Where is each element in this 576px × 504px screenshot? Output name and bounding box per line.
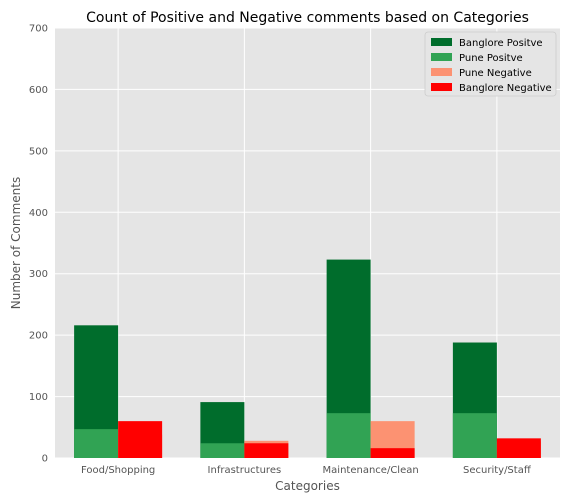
x-tick-labels: Food/Shopping Infrastructures Maintenance/… [81, 465, 532, 476]
legend-box [424, 31, 557, 97]
chart-title: Count of Positive and Negative comments … [86, 10, 529, 26]
y-tick-label: 700 [29, 24, 48, 35]
bar [244, 443, 289, 458]
x-axis-label: Categories [275, 479, 340, 493]
y-axis-label: Number of Comments [9, 177, 23, 309]
y-tick-labels: 0 100 200 300 400 500 600 700 [29, 24, 48, 465]
x-tick-label: Maintenance/Clean [323, 465, 419, 476]
bars [74, 259, 541, 458]
legend-swatch [431, 83, 452, 91]
bar [496, 438, 541, 458]
bar [452, 413, 497, 458]
y-tick-label: 100 [29, 392, 48, 403]
x-tick-label: Infrastructures [208, 465, 282, 476]
legend-swatch [431, 68, 452, 76]
bar [118, 421, 163, 458]
legend-label: Pune Positve [459, 53, 523, 64]
y-tick-label: 0 [42, 454, 48, 465]
legend-label: Banglore Negative [459, 83, 552, 94]
y-tick-label: 600 [29, 85, 48, 96]
y-tick-label: 300 [29, 269, 48, 280]
bar [74, 429, 119, 458]
bar [200, 443, 245, 458]
legend-label: Pune Negative [459, 68, 532, 79]
legend: Banglore Positve Pune Positve Pune Negativ… [424, 31, 557, 97]
legend-swatch [431, 38, 452, 46]
y-tick-label: 400 [29, 208, 48, 219]
y-tick-label: 200 [29, 331, 48, 342]
legend-swatch [431, 53, 452, 61]
x-tick-label: Security/Staff [463, 465, 532, 476]
legend-label: Banglore Positve [459, 38, 543, 49]
x-tick-label: Food/Shopping [81, 465, 155, 476]
bar [326, 413, 371, 458]
y-tick-label: 500 [29, 146, 48, 157]
bar [370, 448, 415, 458]
